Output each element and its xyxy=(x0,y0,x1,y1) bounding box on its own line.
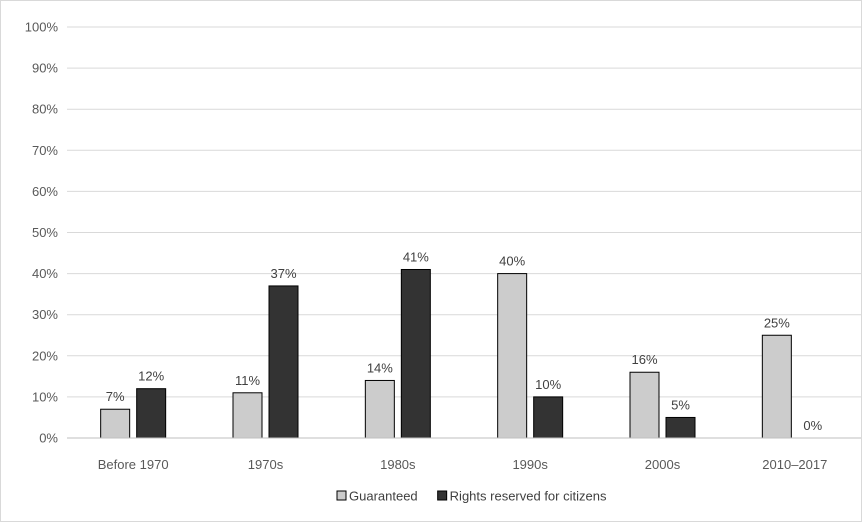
gridlines xyxy=(67,26,861,398)
bar xyxy=(268,285,299,439)
y-tick-label: 60% xyxy=(32,184,58,199)
data-label: 14% xyxy=(367,360,393,375)
data-label: 10% xyxy=(535,377,561,392)
legend-swatch xyxy=(336,490,347,501)
data-labels: 7% 12% 11% 37% 14% 41% 40% 10% 16% 5% 25% 0% xyxy=(106,249,823,433)
bar xyxy=(761,334,792,439)
y-tick-label: 20% xyxy=(32,348,58,363)
y-tick-label: 10% xyxy=(32,389,58,404)
x-category-label: 1970s xyxy=(248,457,284,472)
y-tick-label: 0% xyxy=(39,431,58,446)
legend-swatch xyxy=(437,490,448,501)
bar xyxy=(100,408,131,439)
data-label: 12% xyxy=(138,369,164,384)
data-label: 25% xyxy=(764,315,790,330)
data-label: 37% xyxy=(270,266,296,281)
y-tick-label: 100% xyxy=(25,20,59,35)
bar xyxy=(136,388,167,439)
bar xyxy=(400,268,431,439)
x-category-label: 2000s xyxy=(645,457,681,472)
bar xyxy=(232,392,263,439)
bar xyxy=(364,379,395,439)
data-label: 41% xyxy=(403,249,429,264)
y-tick-label: 50% xyxy=(32,225,58,240)
data-label: 5% xyxy=(671,397,690,412)
x-axis-categories: Before 1970 1970s 1980s 1990s 2000s 2010–2017 xyxy=(98,457,828,472)
legend: Guaranteed Rights reserved for citizens xyxy=(336,489,607,504)
data-label: 7% xyxy=(106,389,125,404)
y-tick-label: 30% xyxy=(32,307,58,322)
data-label: 16% xyxy=(631,352,657,367)
x-category-label: 1990s xyxy=(512,457,548,472)
x-category-label: 2010–2017 xyxy=(762,457,827,472)
data-label: 11% xyxy=(235,373,260,388)
bar xyxy=(665,416,696,439)
bar xyxy=(533,396,564,439)
bar xyxy=(629,371,660,439)
data-label: 0% xyxy=(803,418,822,433)
x-category-label: 1980s xyxy=(380,457,416,472)
y-tick-label: 40% xyxy=(32,266,58,281)
x-category-label: Before 1970 xyxy=(98,457,169,472)
data-label: 40% xyxy=(499,254,525,269)
y-tick-label: 90% xyxy=(32,61,58,76)
bar xyxy=(497,273,528,439)
y-tick-label: 70% xyxy=(32,143,58,158)
legend-label: Guaranteed xyxy=(349,489,418,504)
bars xyxy=(100,268,792,439)
legend-label: Rights reserved for citizens xyxy=(450,489,607,504)
y-axis-ticks: 0% 10% 20% 30% 40% 50% 60% 70% 80% 90% 100% xyxy=(25,20,59,446)
y-tick-label: 80% xyxy=(32,102,58,117)
